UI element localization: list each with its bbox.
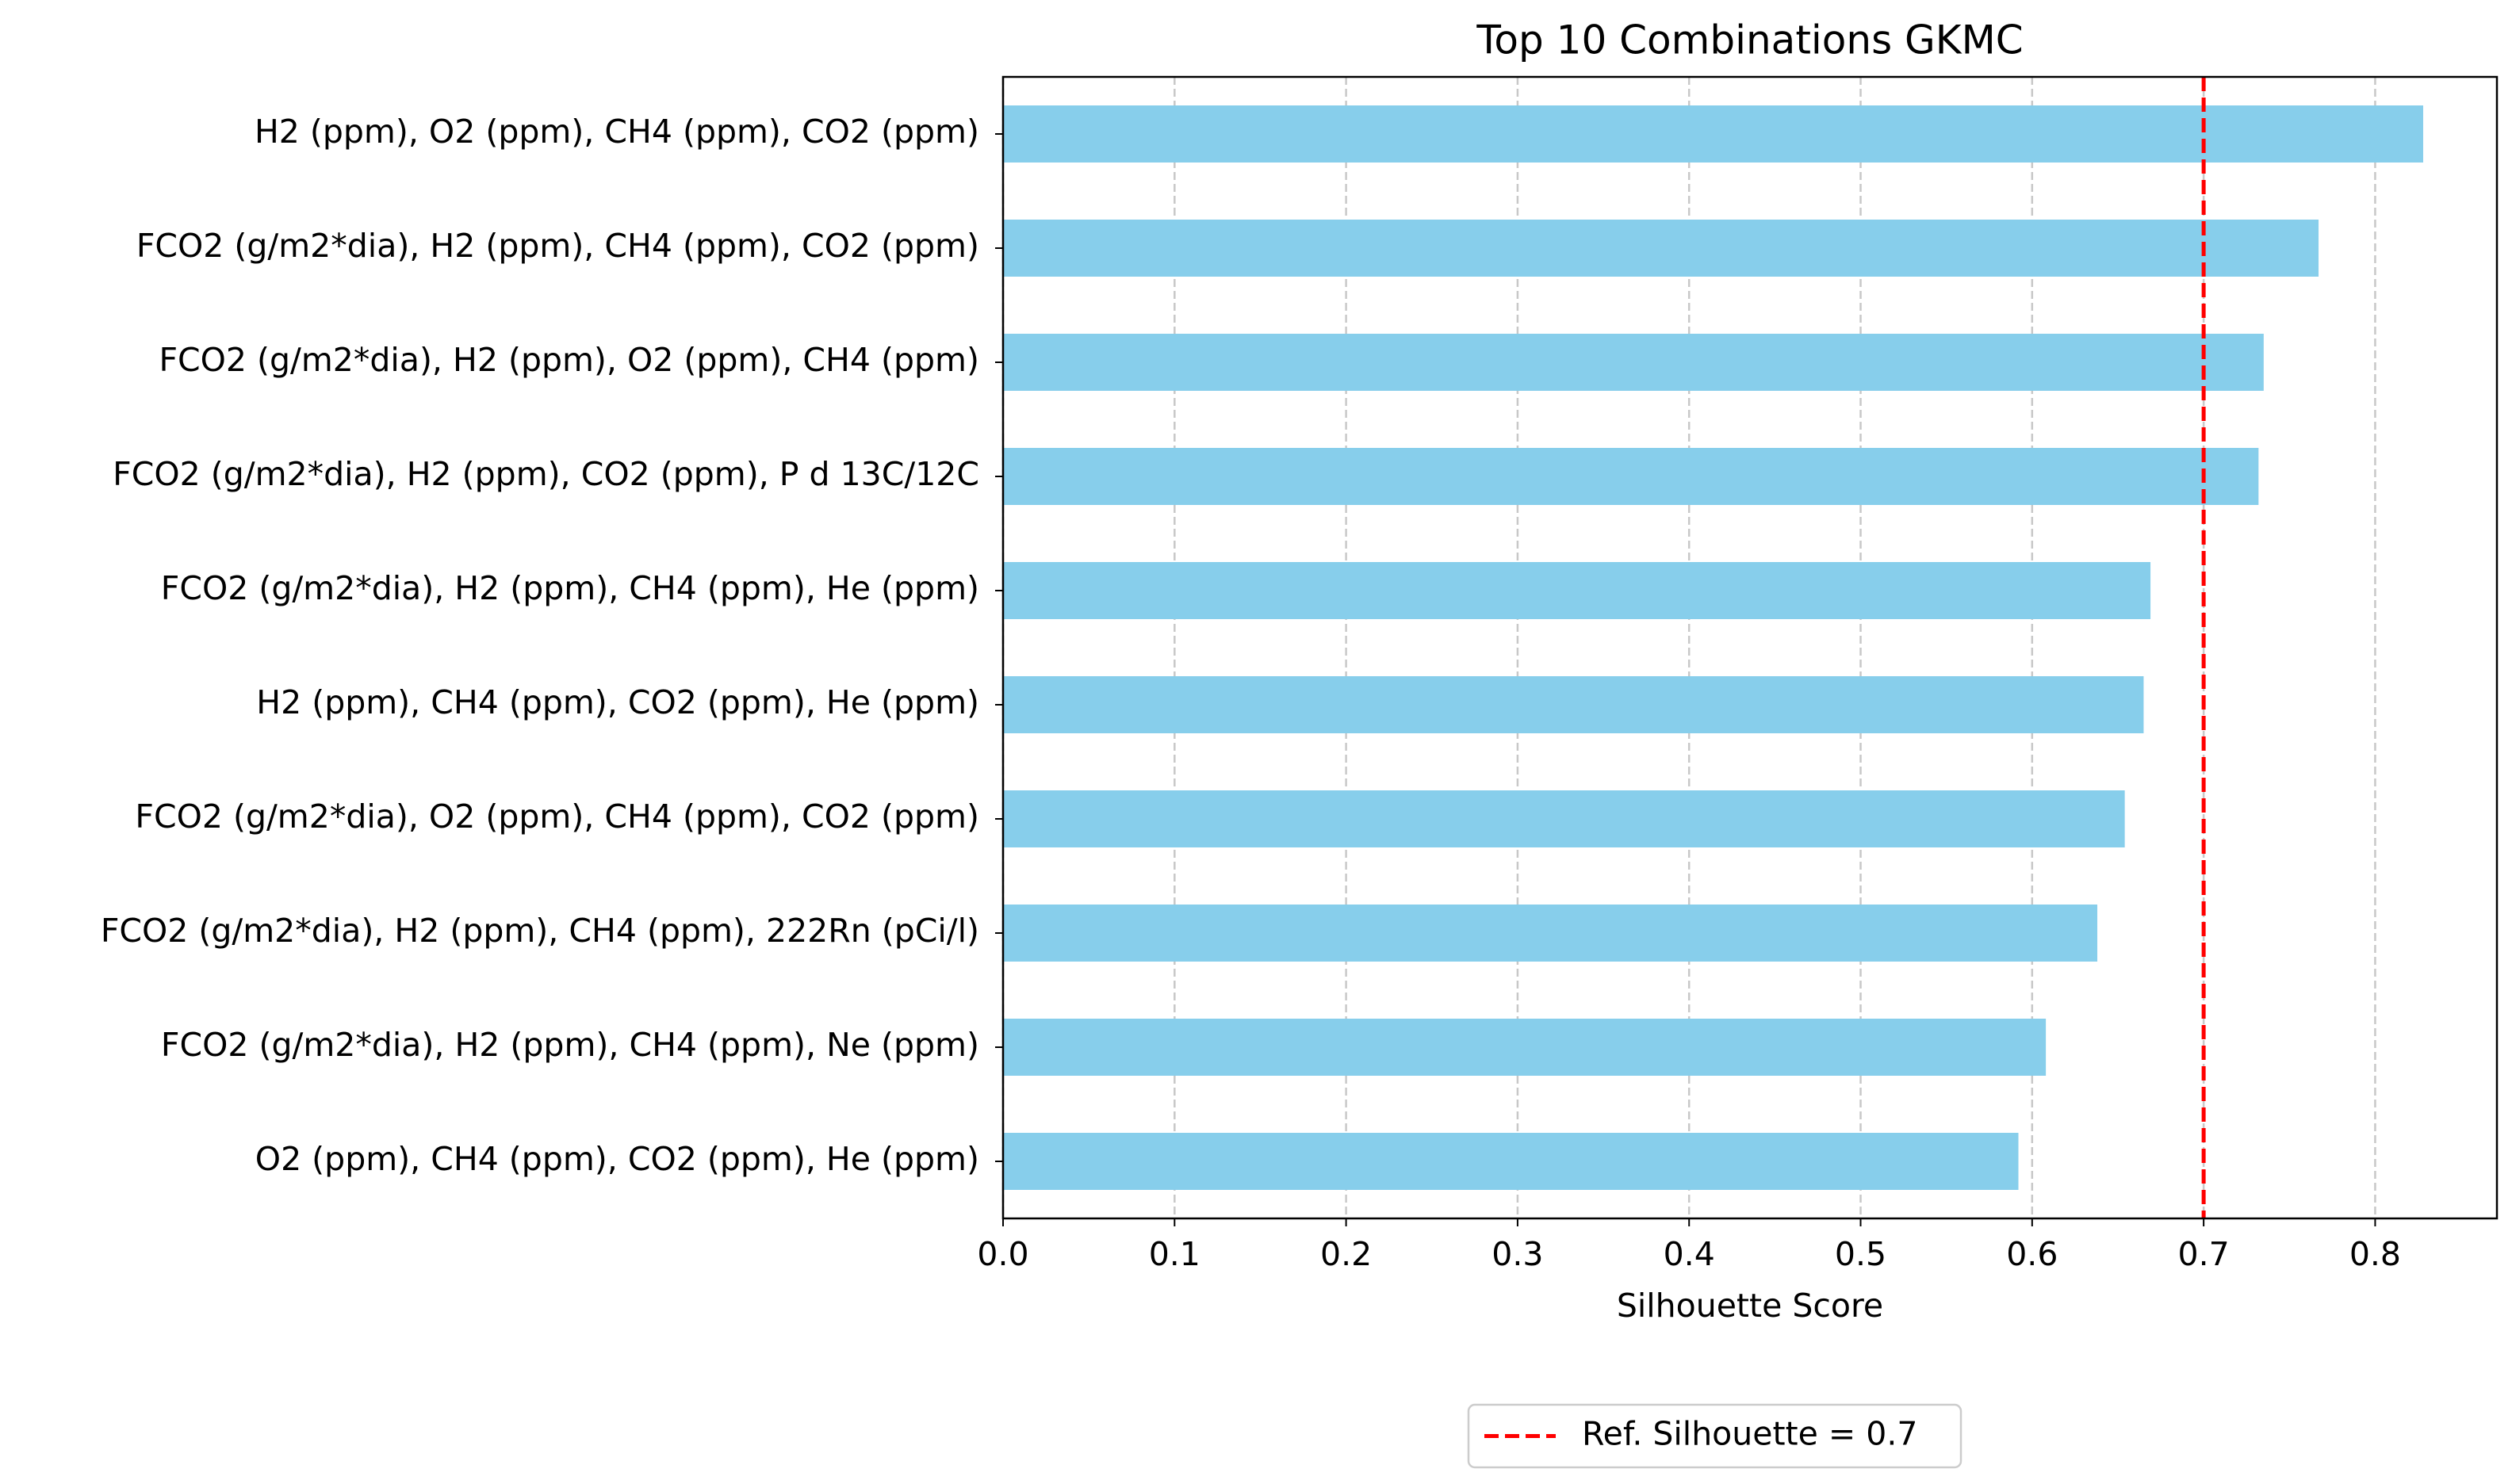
y-tick-label: FCO2 (g/m2*dia), H2 (ppm), CH4 (ppm), Ne…	[161, 1026, 979, 1064]
x-tick-label: 0.6	[2006, 1235, 2058, 1273]
y-tick-label: O2 (ppm), CH4 (ppm), CO2 (ppm), He (ppm)	[255, 1140, 979, 1178]
bar	[1003, 220, 2319, 277]
y-tick-label: H2 (ppm), CH4 (ppm), CO2 (ppm), He (ppm)	[256, 683, 979, 721]
bar	[1003, 448, 2259, 505]
bar	[1003, 562, 2151, 619]
y-tick-label: H2 (ppm), O2 (ppm), CH4 (ppm), CO2 (ppm)	[255, 113, 979, 151]
bar	[1003, 334, 2264, 391]
x-tick-label: 0.1	[1149, 1235, 1200, 1273]
y-tick-label: FCO2 (g/m2*dia), H2 (ppm), CH4 (ppm), 22…	[101, 912, 979, 950]
chart-title: Top 10 Combinations GKMC	[1476, 17, 2023, 63]
x-tick-label: 0.0	[977, 1235, 1028, 1273]
y-tick-label: FCO2 (g/m2*dia), H2 (ppm), CO2 (ppm), P …	[113, 455, 979, 493]
y-tick-label: FCO2 (g/m2*dia), H2 (ppm), CH4 (ppm), He…	[161, 569, 979, 607]
bar	[1003, 905, 2098, 962]
bar	[1003, 105, 2423, 163]
plot-frame	[1001, 75, 2499, 1220]
legend-box	[1467, 1403, 1962, 1469]
x-tick-label: 0.2	[1320, 1235, 1372, 1273]
y-tick-label: FCO2 (g/m2*dia), O2 (ppm), CH4 (ppm), CO…	[135, 797, 979, 836]
legend-label: Ref. Silhouette = 0.7	[1582, 1415, 1917, 1453]
x-tick-label: 0.4	[1664, 1235, 1715, 1273]
bar	[1003, 1133, 2019, 1190]
x-axis-label: Silhouette Score	[1617, 1287, 1883, 1325]
bar	[1003, 676, 2144, 733]
bar	[1003, 1019, 2047, 1076]
bar	[1003, 790, 2125, 847]
x-tick-label: 0.3	[1492, 1235, 1543, 1273]
y-tick-label: FCO2 (g/m2*dia), H2 (ppm), CH4 (ppm), CO…	[136, 227, 979, 265]
x-tick-label: 0.8	[2349, 1235, 2401, 1273]
x-tick-label: 0.7	[2178, 1235, 2230, 1273]
y-tick-label: FCO2 (g/m2*dia), H2 (ppm), O2 (ppm), CH4…	[159, 341, 979, 379]
x-tick-label: 0.5	[1835, 1235, 1886, 1273]
